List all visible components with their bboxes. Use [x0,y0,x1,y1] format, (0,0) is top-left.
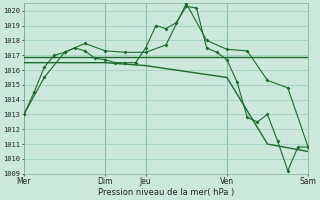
X-axis label: Pression niveau de la mer( hPa ): Pression niveau de la mer( hPa ) [98,188,234,197]
